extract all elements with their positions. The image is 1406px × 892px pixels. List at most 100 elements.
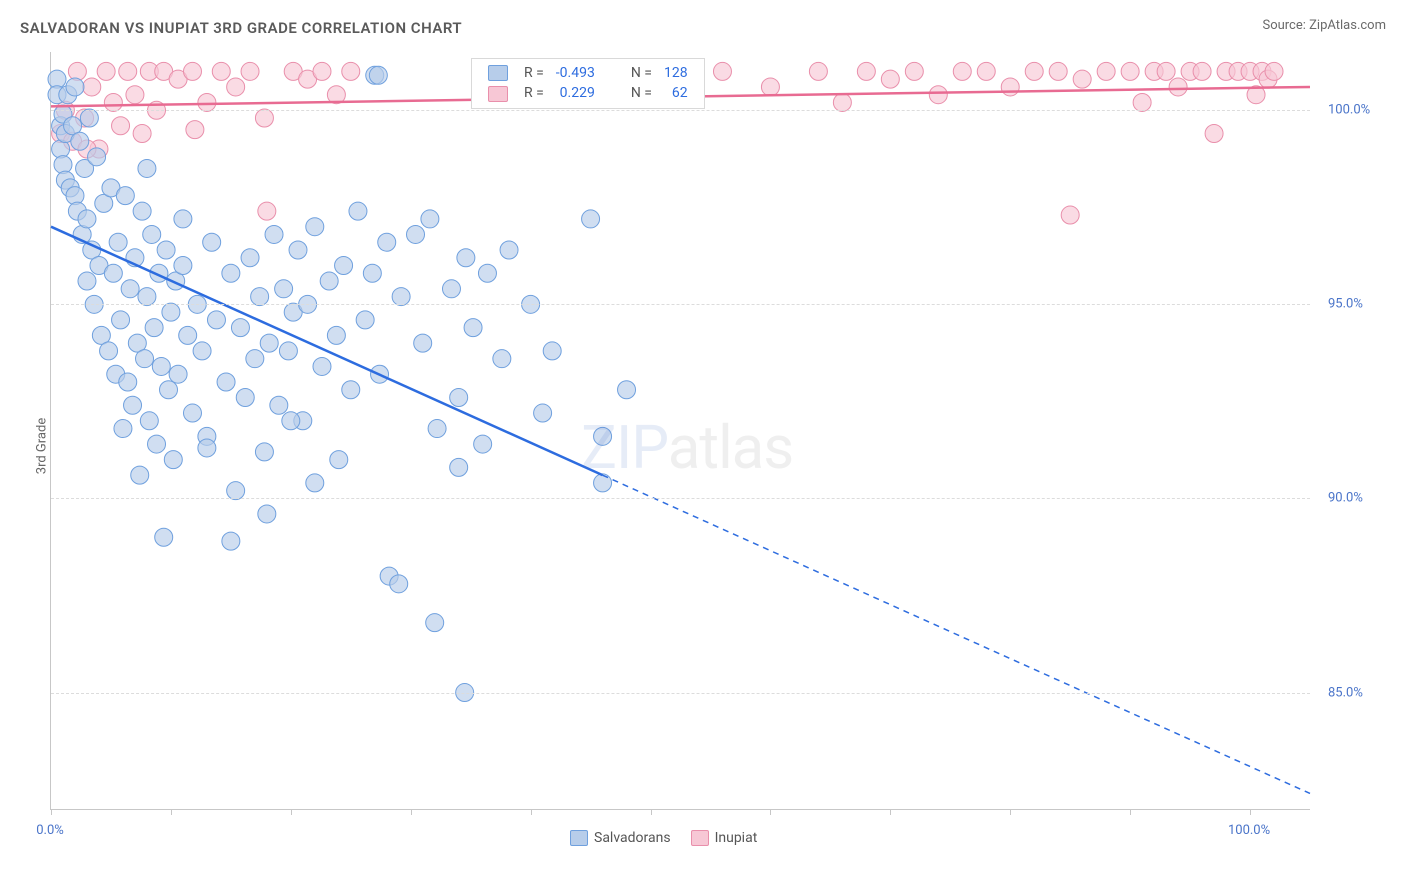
- salvadoran-point: [594, 474, 612, 492]
- inupiat-point: [255, 109, 273, 127]
- inupiat-point: [258, 202, 276, 220]
- salvadoran-point: [421, 210, 439, 228]
- inupiat-point: [833, 93, 851, 111]
- x-tick: [770, 809, 771, 815]
- salvadoran-point: [594, 427, 612, 445]
- salvadoran-point: [227, 482, 245, 500]
- x-tick: [1010, 809, 1011, 815]
- salvadoran-point: [251, 288, 269, 306]
- r-label: R =: [518, 83, 550, 103]
- n-value: 128: [658, 63, 694, 83]
- salvadoran-point: [474, 435, 492, 453]
- salvadoran-point: [78, 272, 96, 290]
- x-min-label: 0.0%: [36, 823, 64, 838]
- inupiat-point: [857, 62, 875, 80]
- inupiat-point: [1121, 62, 1139, 80]
- inupiat-point: [1169, 78, 1187, 96]
- salvadoran-point: [582, 210, 600, 228]
- salvadoran-point: [217, 373, 235, 391]
- salvadoran-point: [442, 280, 460, 298]
- y-tick-label: 100.0%: [1328, 103, 1370, 118]
- salvadoran-point: [164, 451, 182, 469]
- salvadoran-point: [279, 342, 297, 360]
- salvadoran-point: [428, 420, 446, 438]
- salvadoran-point: [222, 532, 240, 550]
- salvadoran-point: [306, 474, 324, 492]
- salvadoran-point: [313, 357, 331, 375]
- x-tick: [651, 809, 652, 815]
- inupiat-point: [183, 62, 201, 80]
- salvadoran-point: [335, 257, 353, 275]
- salvadoran-point: [169, 365, 187, 383]
- salvadoran-point: [148, 435, 166, 453]
- inupiat-point: [1001, 78, 1019, 96]
- inupiat-point: [761, 78, 779, 96]
- legend-row: R =-0.493 N =128: [482, 63, 694, 83]
- salvadoran-point: [71, 132, 89, 150]
- salvadoran-point: [320, 272, 338, 290]
- salvadoran-point: [140, 412, 158, 430]
- salvadoran-point: [119, 373, 137, 391]
- salvadoran-point: [457, 249, 475, 267]
- inupiat-point: [313, 62, 331, 80]
- x-tick: [531, 809, 532, 815]
- salvadoran-point: [369, 66, 387, 84]
- series-legend: SalvadoransInupiat: [560, 830, 767, 850]
- salvadoran-point: [500, 241, 518, 259]
- salvadoran-point: [260, 334, 278, 352]
- salvadoran-point: [407, 225, 425, 243]
- x-tick: [1130, 809, 1131, 815]
- inupiat-point: [126, 86, 144, 104]
- inupiat-point: [977, 62, 995, 80]
- legend-row: R =0.229N =62: [482, 83, 694, 103]
- inupiat-point: [119, 62, 137, 80]
- correlation-legend: R =-0.493 N =128R =0.229N =62: [471, 58, 705, 109]
- inupiat-point: [68, 62, 86, 80]
- salvadoran-point: [183, 404, 201, 422]
- inupiat-point: [1097, 62, 1115, 80]
- salvadoran-point: [246, 350, 264, 368]
- salvadoran-point: [160, 381, 178, 399]
- y-axis-label: 3rd Grade: [35, 418, 50, 474]
- salvadoran-point: [282, 412, 300, 430]
- r-value: 0.229: [550, 83, 601, 103]
- r-label: R =: [518, 63, 550, 83]
- plot-area: R =-0.493N =128R =0.229N =62 ZIPatlas 85…: [50, 52, 1310, 810]
- n-value: 62: [658, 83, 694, 103]
- inupiat-point: [104, 93, 122, 111]
- inupiat-point: [227, 78, 245, 96]
- inupiat-point: [905, 62, 923, 80]
- inupiat-point: [342, 62, 360, 80]
- r-value: -0.493: [550, 63, 601, 83]
- salvadoran-point: [236, 389, 254, 407]
- salvadoran-point: [306, 218, 324, 236]
- x-tick: [291, 809, 292, 815]
- salvadoran-point: [133, 202, 151, 220]
- chart-svg: [51, 52, 1310, 809]
- salvadoran-point: [349, 202, 367, 220]
- salvadoran-point: [179, 326, 197, 344]
- chart-title: SALVADORAN VS INUPIAT 3RD GRADE CORRELAT…: [20, 19, 462, 37]
- salvadoran-point: [116, 187, 134, 205]
- y-tick-label: 85.0%: [1328, 685, 1363, 700]
- salvadoran-point: [138, 288, 156, 306]
- inupiat-point: [1205, 125, 1223, 143]
- x-tick: [51, 809, 52, 815]
- salvadoran-point: [392, 288, 410, 306]
- source-label: Source: ZipAtlas.com: [1262, 18, 1386, 33]
- salvadoran-point: [289, 241, 307, 259]
- salvadoran-point: [478, 264, 496, 282]
- inupiat-point: [1061, 206, 1079, 224]
- salvadoran-point: [464, 319, 482, 337]
- salvadoran-point: [121, 280, 139, 298]
- salvadoran-point: [275, 280, 293, 298]
- gridline: [51, 110, 1310, 111]
- y-tick-label: 95.0%: [1328, 297, 1363, 312]
- salvadoran-point: [138, 159, 156, 177]
- n-label: N =: [625, 63, 658, 83]
- inupiat-point: [198, 93, 216, 111]
- salvadoran-point: [66, 187, 84, 205]
- salvadoran-point: [414, 334, 432, 352]
- salvadoran-point: [80, 109, 98, 127]
- series-legend-item: Salvadorans: [570, 830, 671, 846]
